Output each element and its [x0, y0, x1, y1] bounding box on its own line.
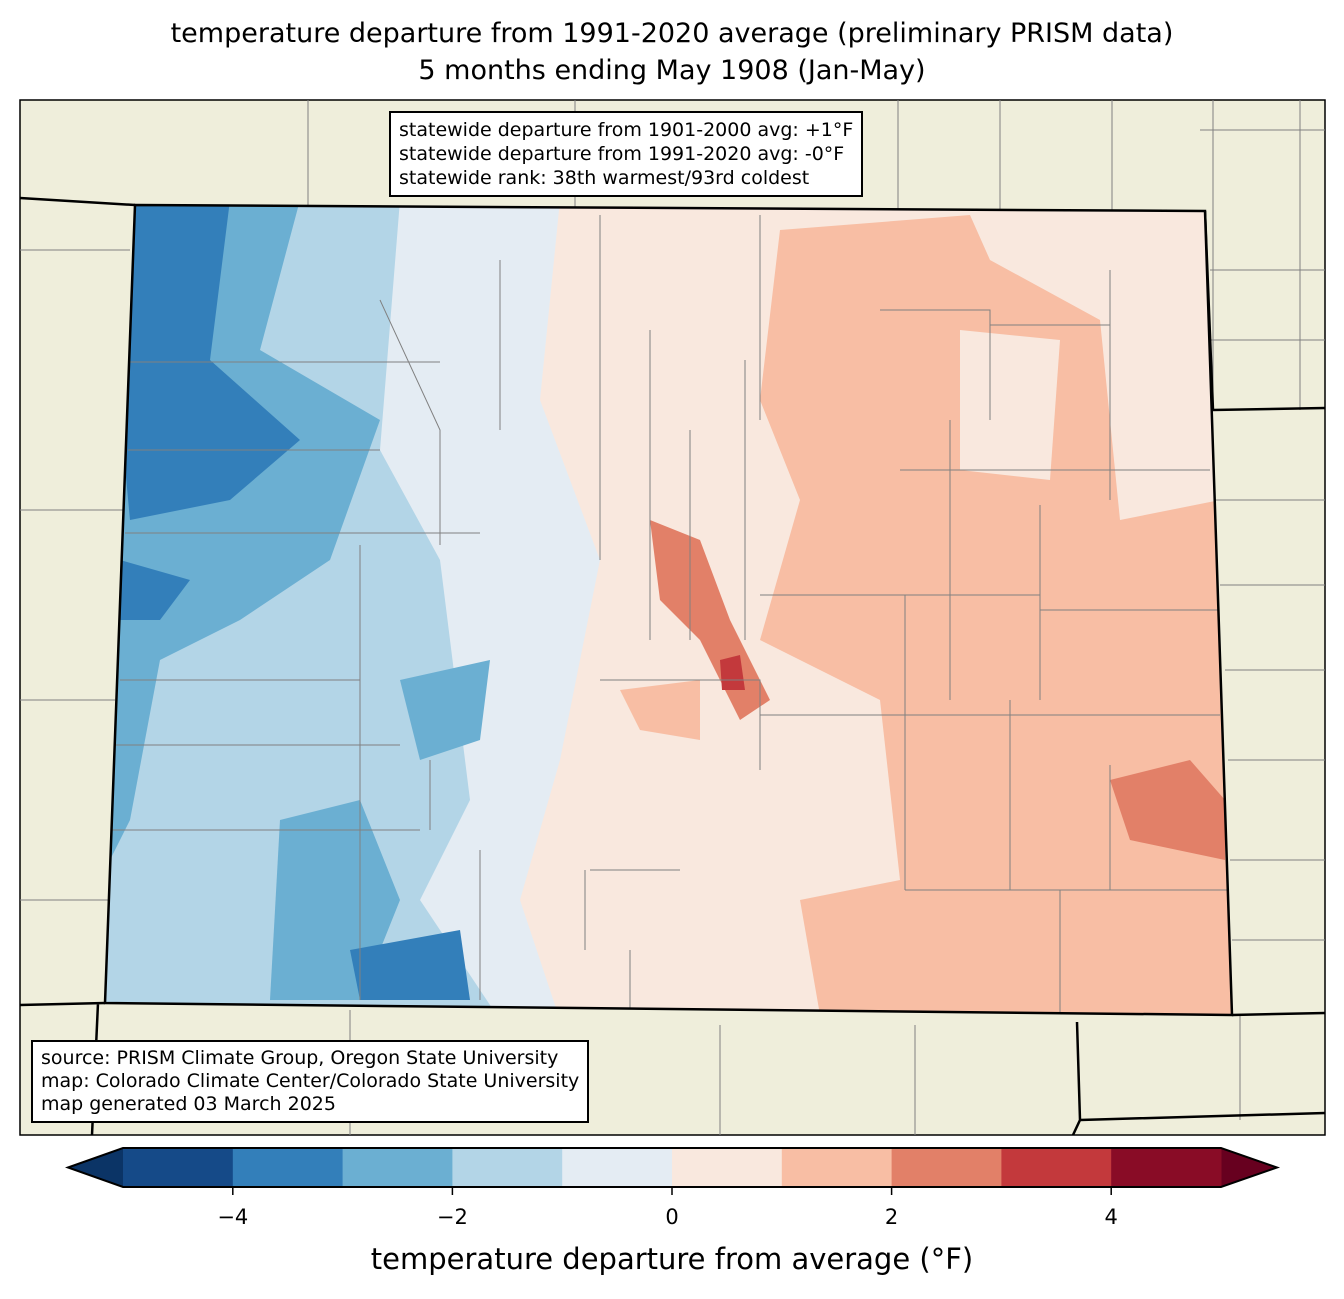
county-lines — [110, 215, 1230, 1015]
colorbar-bin — [672, 1148, 783, 1187]
colorbar-under-arrow — [68, 1148, 123, 1187]
map-credit-line: map: Colorado Climate Center/Colorado St… — [41, 1070, 580, 1092]
stat-rank: statewide rank: 38th warmest/93rd coldes… — [399, 167, 810, 189]
colorbar-bin — [781, 1148, 893, 1187]
source-line: source: PRISM Climate Group, Oregon Stat… — [41, 1047, 559, 1069]
neighbor-county-lines — [20, 100, 1325, 1135]
map-title: temperature departure from 1991-2020 ave… — [170, 18, 1174, 49]
stat-departure-1991-2020: statewide departure from 1991-2020 avg: … — [399, 143, 845, 165]
statewide-stats-box: statewide departure from 1901-2000 avg: … — [389, 111, 864, 197]
colorbar-over-arrow — [1221, 1148, 1277, 1187]
colorbar-bin — [1111, 1148, 1222, 1187]
colorbar-label: temperature departure from average (°F) — [370, 1242, 974, 1276]
colorbar-tick-label: 2 — [884, 1205, 899, 1229]
colorbar-tick-label: −4 — [217, 1205, 249, 1229]
generated-date-line: map generated 03 March 2025 — [41, 1093, 336, 1115]
map-subtitle: 5 months ending May 1908 (Jan-May) — [418, 55, 926, 86]
colorbar-tick-label: 0 — [665, 1205, 679, 1229]
colorbar-bin — [891, 1148, 1002, 1187]
colorbar-outline — [65, 1147, 1281, 1188]
colorbar-bin — [1001, 1148, 1112, 1187]
state-borders — [19, 196, 1326, 1136]
colorbar-bin — [452, 1148, 563, 1187]
source-box: source: PRISM Climate Group, Oregon Stat… — [31, 1040, 590, 1123]
colorbar-bin — [562, 1148, 673, 1187]
colorbar-bin — [342, 1148, 453, 1187]
colorado-border — [103, 203, 1234, 1017]
colorbar-bin — [123, 1148, 234, 1187]
stat-departure-1901-2000: statewide departure from 1901-2000 avg: … — [399, 119, 854, 141]
colorbar-tick-label: 4 — [1104, 1205, 1118, 1229]
colorbar — [65, 1147, 1281, 1195]
colorbar-bin — [232, 1148, 344, 1187]
colorbar-tick-label: −2 — [436, 1205, 468, 1229]
